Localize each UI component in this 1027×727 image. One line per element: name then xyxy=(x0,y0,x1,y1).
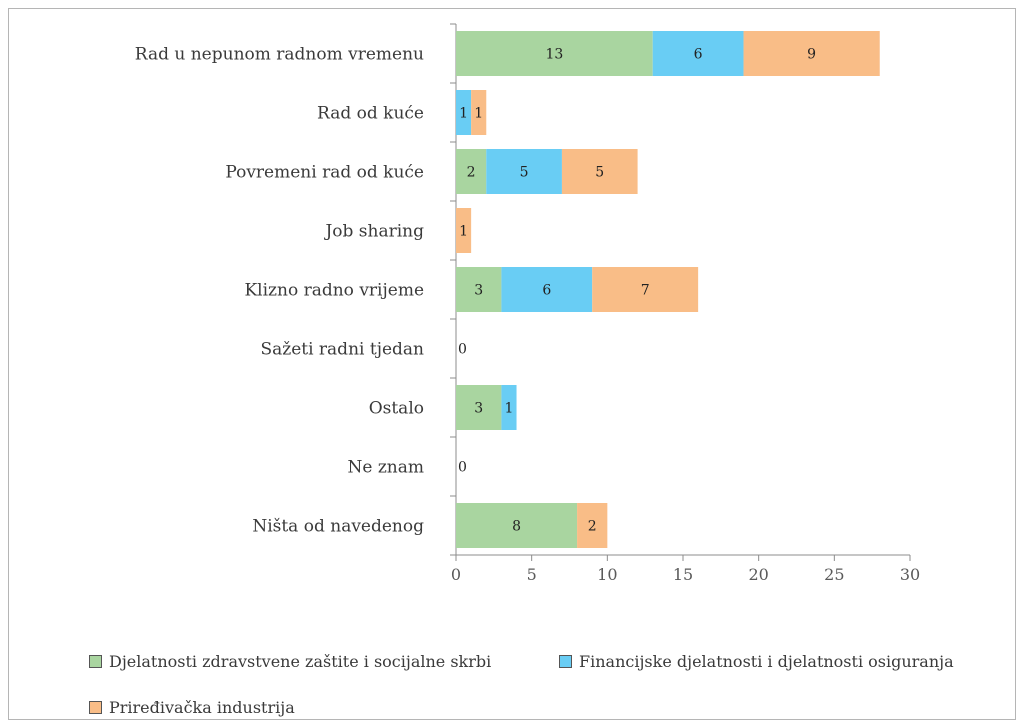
bar-segment xyxy=(486,149,562,194)
data-label: 7 xyxy=(641,283,650,299)
category-label: Ostalo xyxy=(369,399,424,419)
data-label: 9 xyxy=(807,47,816,63)
bar-segment xyxy=(456,31,653,76)
data-label: 2 xyxy=(467,165,476,181)
data-label: 1 xyxy=(505,401,514,417)
legend-label: Priređivačka industrija xyxy=(109,698,295,717)
category-label: Sažeti radni tjedan xyxy=(260,340,424,360)
legend-swatch xyxy=(89,701,102,714)
x-tick-label: 30 xyxy=(900,565,920,584)
bar-segment xyxy=(456,208,472,253)
x-tick-label: 5 xyxy=(527,565,537,584)
legend-swatch xyxy=(559,655,572,668)
category-label: Ništa od navedenog xyxy=(252,517,424,537)
legend-item: Financijske djelatnosti i djelatnosti os… xyxy=(559,652,954,671)
category-label: Rad od kuće xyxy=(317,104,424,124)
bar-segment xyxy=(577,503,608,548)
bar-segment xyxy=(471,90,487,135)
bar-segment xyxy=(561,149,638,194)
bar-segment xyxy=(456,267,502,312)
x-tick-label: 15 xyxy=(673,565,693,584)
data-label: 2 xyxy=(588,519,597,535)
bar-segment xyxy=(456,385,502,430)
data-label: 5 xyxy=(595,165,604,181)
data-label: 13 xyxy=(545,47,563,63)
data-label: 6 xyxy=(542,283,551,299)
data-label: 3 xyxy=(474,401,483,417)
legend-label: Financijske djelatnosti i djelatnosti os… xyxy=(579,652,954,671)
data-label: 6 xyxy=(694,47,703,63)
data-label: 5 xyxy=(520,165,529,181)
data-label: 1 xyxy=(459,224,468,240)
bar-segment xyxy=(743,31,880,76)
legend-item: Priređivačka industrija xyxy=(89,698,295,717)
category-label: Rad u nepunom radnom vremenu xyxy=(135,45,424,65)
x-tick-label: 20 xyxy=(748,565,768,584)
bar-segment xyxy=(456,90,472,135)
data-label: 0 xyxy=(458,342,467,358)
category-label: Povremeni rad od kuće xyxy=(225,163,424,183)
x-tick-label: 25 xyxy=(824,565,844,584)
data-label: 0 xyxy=(458,460,467,476)
data-label: 3 xyxy=(474,283,483,299)
category-label: Ne znam xyxy=(348,458,425,478)
data-label: 1 xyxy=(459,106,468,122)
x-tick-label: 10 xyxy=(597,565,617,584)
bar-segment xyxy=(456,149,487,194)
chart-frame: 0 5 10 15 20 25 30 Rad u nepunom radnom vremenu… xyxy=(8,8,1016,720)
legend-swatch xyxy=(89,655,102,668)
legend-item: Djelatnosti zdravstvene zaštite i socija… xyxy=(89,652,491,671)
x-tick-label: 0 xyxy=(451,565,461,584)
data-label: 8 xyxy=(512,519,521,535)
bar-segment xyxy=(456,503,578,548)
category-label: Klizno radno vrijeme xyxy=(244,281,424,301)
bar-segment xyxy=(652,31,744,76)
data-label: 1 xyxy=(474,106,483,122)
bar-segment xyxy=(501,385,517,430)
bar-segment xyxy=(592,267,699,312)
legend-label: Djelatnosti zdravstvene zaštite i socija… xyxy=(109,652,492,671)
bar-segment xyxy=(501,267,593,312)
category-label: Job sharing xyxy=(323,222,424,242)
